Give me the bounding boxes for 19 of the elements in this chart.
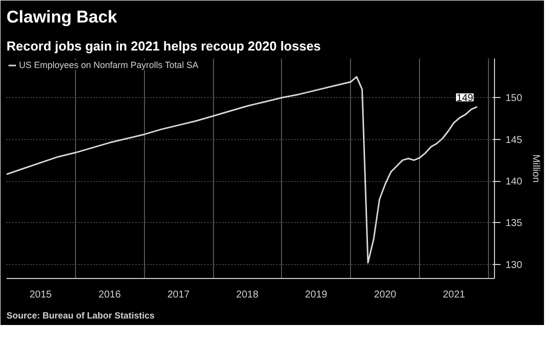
x-tick-label: 2020 [374,290,397,300]
x-tick-label: 2018 [236,290,259,300]
chart-title: Clawing Back [6,8,118,26]
y-tick-label: 145 [506,134,523,146]
x-tick-label: 2021 [442,290,466,300]
y-tick-label: 135 [506,218,523,230]
line-series [6,76,478,264]
x-tick-label: 2016 [98,290,122,300]
y-axis-title: Million [530,154,542,183]
x-tick-label: 2017 [167,290,190,300]
x-tick-label: 2015 [30,290,52,300]
source-note: Source: Bureau of Labor Statistics [6,310,155,320]
y-tick-label: 140 [506,176,523,188]
y-tick-label: 130 [506,260,523,271]
data-label: 149 [456,92,474,104]
y-tick-label: 150 [506,93,523,104]
chart-subtitle: Record jobs gain in 2021 helps recoup 2020 losses [6,38,321,54]
x-tick-label: 2019 [304,290,328,300]
legend-label: US Employees on Nonfarm Payrolls Total SA [19,60,198,70]
